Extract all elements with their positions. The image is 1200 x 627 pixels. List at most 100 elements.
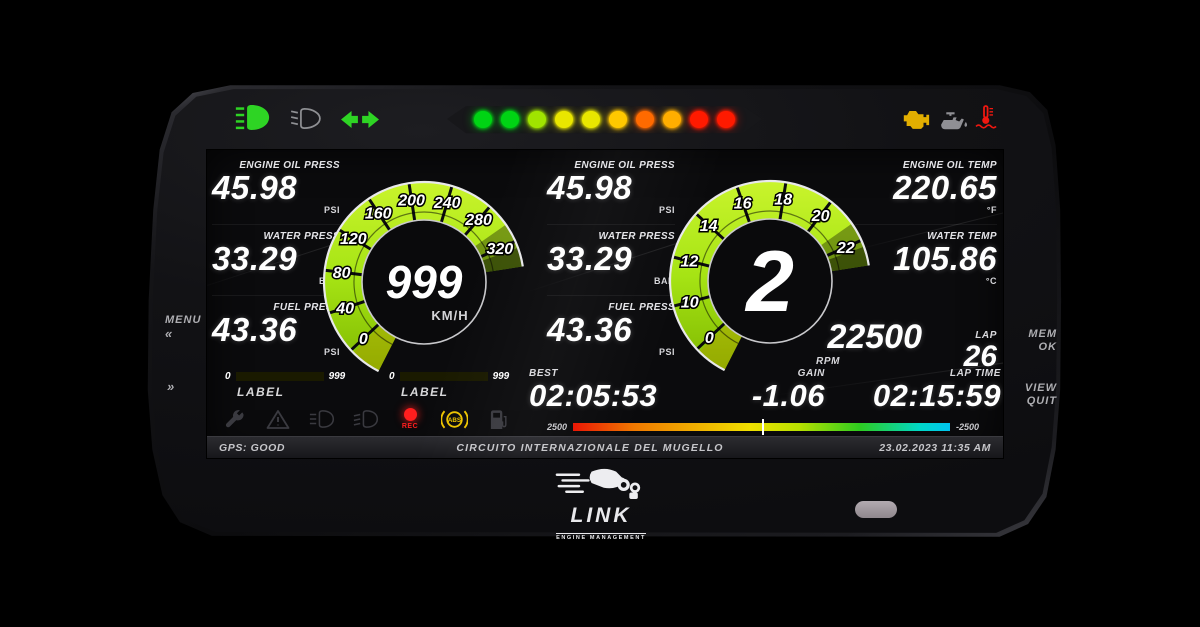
bar-min: 0: [225, 371, 231, 382]
panel-label: FUEL PRESS: [273, 302, 340, 313]
svg-text:999: 999: [386, 256, 463, 308]
bar-track: [399, 372, 488, 381]
gain-scale-left: 2500: [547, 422, 568, 432]
rear-fog-icon: [300, 402, 344, 436]
rec-indicator-icon: REC: [388, 402, 432, 436]
rpm-value: 22500: [827, 318, 922, 356]
bar-max: 999: [328, 371, 346, 382]
svg-text:18: 18: [774, 192, 792, 209]
svg-text:120: 120: [340, 231, 367, 248]
svg-text:200: 200: [397, 193, 425, 210]
bar-max: 999: [492, 371, 510, 382]
menu-button-label: MENU: [165, 314, 202, 326]
panel-unit: °C: [985, 275, 997, 286]
engine-oil-temp-panel: ENGINE OIL TEMP 220.65 °F: [855, 154, 997, 225]
light-sensor: [855, 501, 897, 518]
shift-led: [690, 110, 708, 128]
svg-text:22: 22: [836, 240, 855, 257]
mem-ok-button[interactable]: MEM OK: [1003, 328, 1057, 353]
panel-label: ENGINE OIL PRESS: [574, 160, 675, 171]
panel-unit: PSI: [323, 204, 340, 215]
best-label: BEST: [529, 368, 559, 379]
panel-unit: BAR: [654, 275, 675, 286]
svg-text:0: 0: [705, 330, 714, 347]
gain-readout: GAIN -1.06: [707, 368, 825, 412]
quit-label: QUIT: [1026, 394, 1057, 407]
bar-min: 0: [389, 371, 395, 382]
svg-text:160: 160: [365, 205, 392, 222]
panel-value: 33.29: [212, 240, 298, 277]
shift-light-strip: [447, 106, 762, 134]
status-bar: GPS: GOOD CIRCUITO INTERNAZIONALE DEL MU…: [207, 436, 1003, 458]
bar-gauge-1: 0 999 LABEL: [225, 371, 345, 399]
gain-scale-right: -2500: [955, 422, 979, 432]
best-value: 02:05:53: [529, 378, 658, 413]
page-next-button[interactable]: »: [167, 379, 174, 395]
fuel-icon: [476, 402, 520, 436]
svg-text:ABS: ABS: [447, 416, 460, 423]
shift-led: [609, 110, 627, 128]
lap-label: LAP: [975, 330, 997, 341]
panel-unit: PSI: [658, 204, 675, 215]
rpm-readout: 22500 RPM: [772, 320, 922, 367]
svg-text:16: 16: [734, 195, 752, 212]
view-quit-button[interactable]: VIEW QUIT: [1003, 382, 1057, 407]
fuel-press-panel: FUEL PRESS 43.36 PSI: [547, 296, 675, 366]
panel-label: ENGINE OIL TEMP: [902, 160, 997, 171]
menu-button[interactable]: MENU «: [165, 314, 201, 342]
datetime: 23.02.2023 11:35 AM: [879, 441, 991, 454]
brand-logo: LINK ENGINE MANAGEMENT: [545, 466, 657, 544]
panel-value: 220.65: [893, 169, 997, 206]
brand-subtitle: ENGINE MANAGEMENT: [556, 533, 646, 541]
dash-screen: ENGINE OIL PRESS 45.98 PSI WATER PRESS 3…: [207, 150, 1003, 458]
water-temp-panel: WATER TEMP 105.86 °C: [855, 225, 997, 295]
panel-unit: PSI: [323, 346, 340, 357]
gps-status: GPS: GOOD: [219, 441, 286, 454]
rec-dot: [403, 408, 417, 421]
shift-led: [663, 110, 681, 128]
lap-time-value: 02:15:59: [872, 378, 1001, 413]
status-icon-row: REC ABS: [212, 402, 520, 436]
water-press-panel: WATER PRESS 33.29 BAR: [547, 225, 675, 296]
gain-tick-marker: [761, 419, 764, 435]
panel-value: 105.86: [893, 240, 997, 277]
view-label: VIEW: [1024, 382, 1057, 394]
turn-signals-icon: [341, 111, 379, 128]
best-lap-readout: BEST 02:05:53: [529, 368, 689, 412]
panel-label: WATER PRESS: [598, 231, 675, 242]
brand-name: LINK: [570, 504, 632, 527]
svg-text:0: 0: [359, 331, 368, 348]
panel-value: 33.29: [547, 240, 633, 277]
low-beam-icon: [287, 107, 325, 130]
oil-pressure-icon: [937, 110, 968, 130]
svg-text:320: 320: [486, 241, 513, 258]
coolant-temp-icon: [975, 104, 997, 130]
lap-counter: LAP 26: [913, 330, 997, 373]
engine-oil-press-panel: ENGINE OIL PRESS 45.98 PSI: [547, 154, 675, 225]
lap-time-readout: LAP TIME 02:15:59: [851, 368, 1001, 412]
shift-led: [528, 110, 546, 128]
svg-text:12: 12: [681, 254, 699, 271]
right-stat-column: ENGINE OIL TEMP 220.65 °F WATER TEMP 105…: [855, 154, 997, 295]
menu-button-symbol: «: [165, 325, 172, 341]
panel-unit: PSI: [658, 346, 675, 357]
mem-label: MEM: [1028, 328, 1057, 340]
bar-gauge-2: 0 999 LABEL: [389, 371, 509, 399]
svg-text:14: 14: [700, 218, 718, 235]
check-engine-icon: [901, 107, 931, 130]
rec-label: REC: [401, 423, 419, 430]
bar-track: [235, 372, 324, 381]
svg-text:20: 20: [811, 208, 830, 225]
fuel-press-panel: FUEL PRESS 43.36 PSI: [212, 296, 340, 366]
gain-scale-bar: 2500 -2500: [547, 419, 979, 435]
ok-label: OK: [1038, 340, 1057, 353]
svg-text:80: 80: [333, 265, 351, 282]
shift-led: [501, 110, 519, 128]
rpm-label: RPM: [816, 356, 841, 367]
lap-time-label: LAP TIME: [949, 368, 1001, 379]
svg-text:KM/H: KM/H: [431, 308, 468, 323]
shift-led: [636, 110, 654, 128]
svg-text:280: 280: [464, 212, 492, 229]
